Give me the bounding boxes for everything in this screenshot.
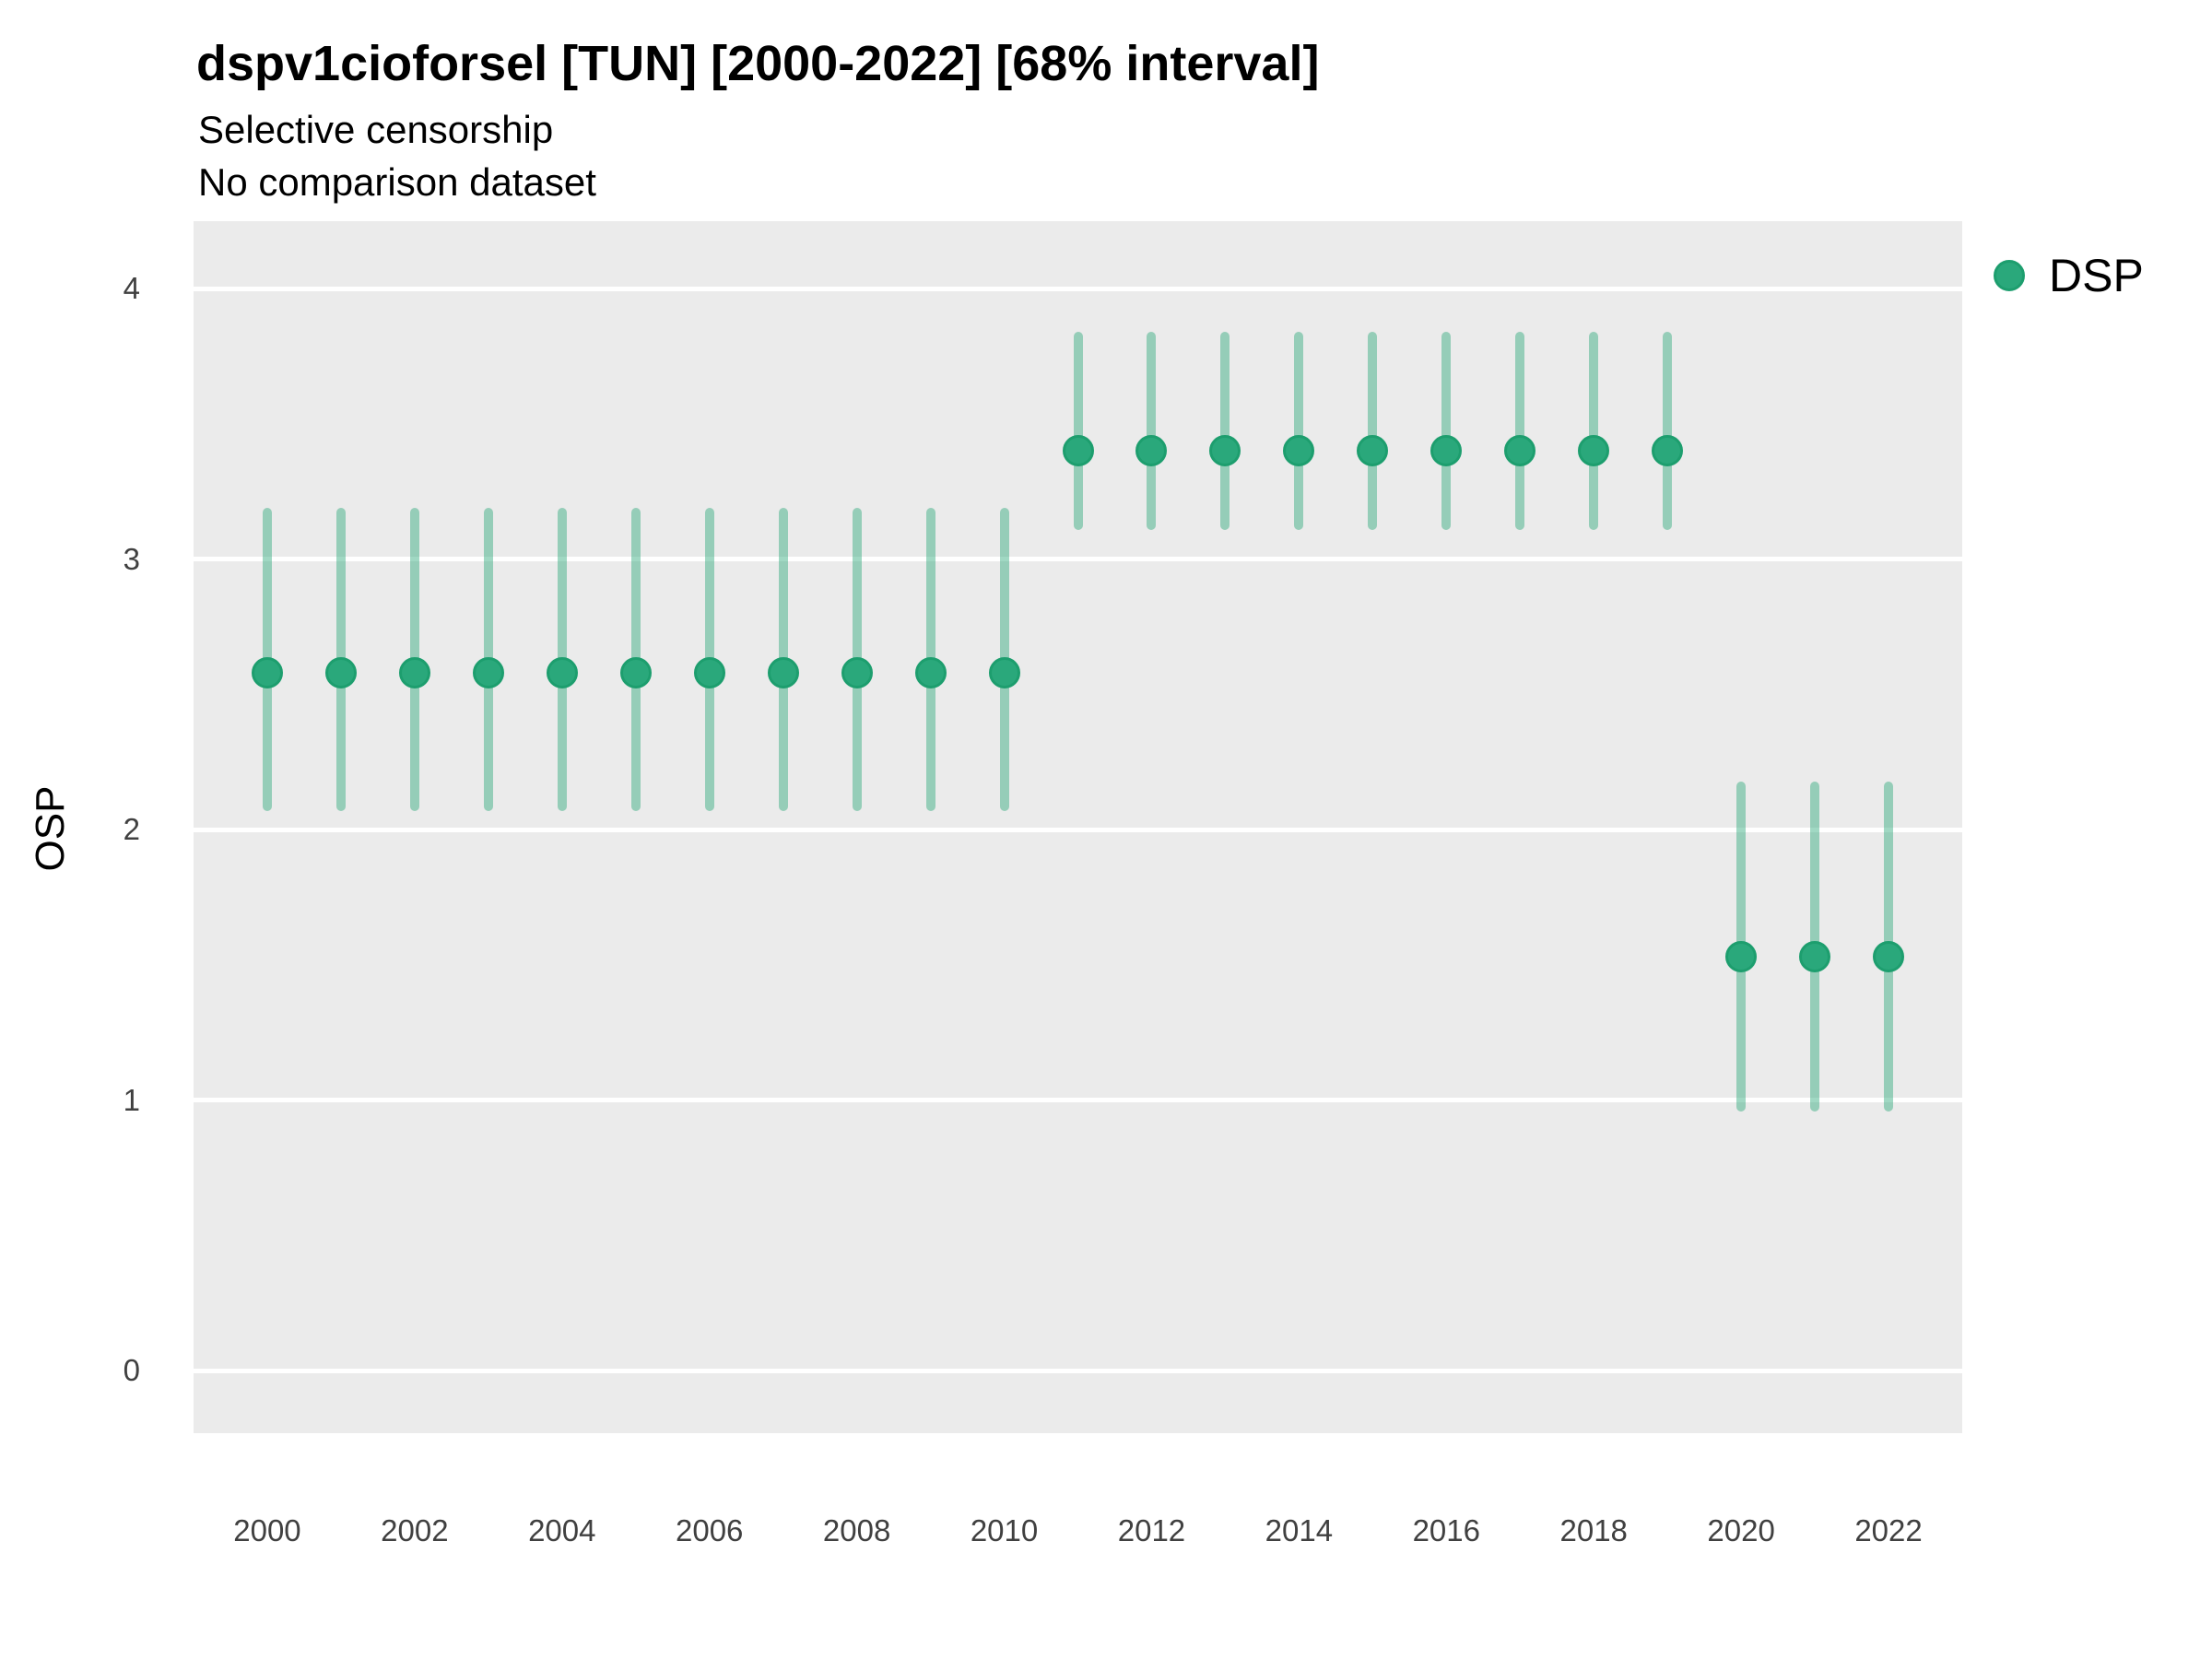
x-tick-label-2004: 2004: [528, 1513, 596, 1547]
chart-title: dspv1cioforsel [TUN] [2000-2022] [68% in…: [196, 36, 1320, 91]
x-tick-label-2020: 2020: [1707, 1513, 1775, 1547]
gridline-y-1: [194, 1098, 1962, 1103]
point-2010: [988, 657, 1020, 689]
x-tick-label-2014: 2014: [1265, 1513, 1334, 1547]
point-2013: [1209, 435, 1241, 467]
gridline-y-3: [194, 557, 1962, 562]
interval-bar-2019: [1663, 332, 1673, 530]
point-2018: [1578, 435, 1610, 467]
point-2014: [1283, 435, 1315, 467]
y-tick-label-0: 0: [123, 1353, 140, 1388]
y-tick-label-4: 4: [123, 271, 140, 306]
point-2011: [1062, 435, 1094, 467]
interval-bar-2014: [1294, 332, 1304, 530]
point-2019: [1652, 435, 1684, 467]
point-2006: [693, 657, 725, 689]
interval-bar-2013: [1220, 332, 1230, 530]
point-2009: [914, 657, 947, 689]
x-tick-label-2002: 2002: [381, 1513, 449, 1547]
x-tick-label-2012: 2012: [1117, 1513, 1186, 1547]
interval-bar-2012: [1147, 332, 1157, 530]
point-2003: [472, 657, 504, 689]
interval-bar-2016: [1441, 332, 1452, 530]
chart-subtitle: Selective censorship: [198, 108, 554, 151]
y-tick-label-3: 3: [123, 541, 140, 576]
point-2021: [1799, 941, 1831, 973]
interval-bar-2017: [1515, 332, 1525, 530]
interval-bar-2018: [1589, 332, 1599, 530]
point-2000: [251, 657, 283, 689]
point-2008: [841, 657, 873, 689]
x-tick-label-2022: 2022: [1854, 1513, 1923, 1547]
chart-caption: No comparison dataset: [198, 160, 596, 204]
point-2020: [1725, 941, 1758, 973]
point-2017: [1504, 435, 1536, 467]
x-tick-label-2010: 2010: [970, 1513, 1039, 1547]
point-2001: [324, 657, 357, 689]
x-tick-label-2008: 2008: [822, 1513, 891, 1547]
gridline-y-2: [194, 827, 1962, 832]
point-2016: [1430, 435, 1463, 467]
point-2002: [398, 657, 430, 689]
x-tick-label-2018: 2018: [1559, 1513, 1628, 1547]
point-2015: [1357, 435, 1389, 467]
y-tick-label-1: 1: [123, 1082, 140, 1117]
point-2022: [1873, 941, 1905, 973]
point-2005: [619, 657, 652, 689]
x-tick-label-2016: 2016: [1412, 1513, 1480, 1547]
gridline-y-4: [194, 286, 1962, 291]
legend: DSP: [1994, 250, 2144, 301]
x-tick-label-2006: 2006: [675, 1513, 744, 1547]
legend-marker-dsp-icon: [1994, 260, 2025, 291]
interval-bar-2011: [1073, 332, 1083, 530]
point-2012: [1135, 435, 1168, 467]
gridline-y-0: [194, 1368, 1962, 1373]
plot-panel: [194, 221, 1962, 1433]
legend-label-dsp: DSP: [2049, 250, 2144, 301]
point-2004: [546, 657, 578, 689]
x-tick-label-2000: 2000: [233, 1513, 301, 1547]
y-tick-label-2: 2: [123, 812, 140, 847]
interval-bar-2015: [1368, 332, 1378, 530]
point-2007: [767, 657, 799, 689]
